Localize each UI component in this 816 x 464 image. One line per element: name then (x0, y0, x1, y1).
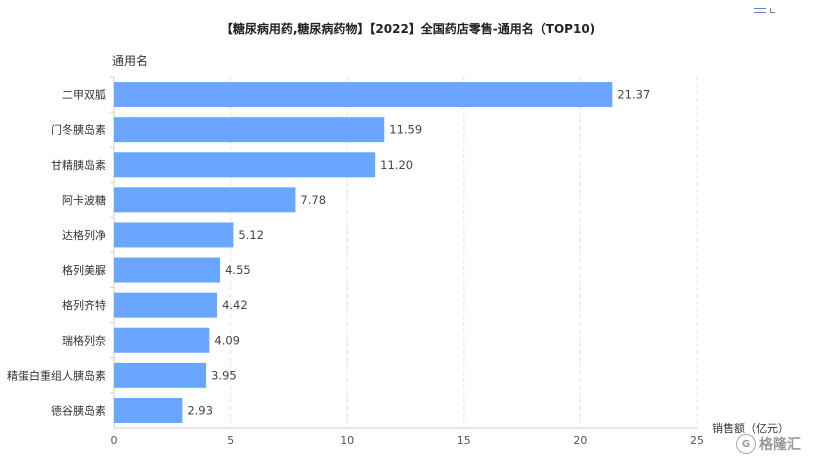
bar-value-label: 11.20 (380, 158, 413, 172)
bar (114, 152, 376, 178)
y-tick-label: 二甲双胍 (62, 88, 106, 102)
bar (114, 82, 613, 108)
y-tick-label: 德谷胰岛素 (51, 403, 106, 417)
bar-value-label: 4.42 (222, 298, 248, 312)
bar-value-label: 5.12 (238, 228, 264, 242)
bar-value-label: 4.09 (214, 333, 240, 347)
watermark-text: 格隆汇 (759, 437, 801, 453)
x-tick-label: 10 (340, 434, 354, 447)
chart-title: 【糖尿病用药,糖尿病药物】【2022】全国药店零售-通用名（TOP10) (220, 22, 596, 36)
bar-value-label: 2.93 (187, 403, 213, 417)
x-tick-label: 0 (111, 434, 118, 447)
chart-toolbar[interactable] (754, 8, 775, 13)
bar (114, 187, 296, 213)
x-tick-label: 15 (457, 434, 471, 447)
y-tick-label: 精蛋白重组人胰岛素 (7, 368, 106, 382)
y-tick-label: 格列美脲 (62, 263, 106, 277)
watermark: G 格隆汇 (736, 434, 801, 454)
bar-value-label: 21.37 (617, 88, 650, 102)
y-tick-label: 门冬胰岛素 (51, 123, 106, 137)
y-tick-label: 达格列净 (62, 228, 106, 242)
bar (114, 327, 210, 353)
x-tick-label: 25 (690, 434, 704, 447)
bar-value-label: 7.78 (300, 193, 326, 207)
bar-value-label: 3.95 (211, 368, 237, 382)
x-tick-label: 5 (227, 434, 234, 447)
bar-value-label: 11.59 (389, 123, 422, 137)
y-tick-label: 阿卡波糖 (62, 193, 106, 207)
bar (114, 257, 221, 283)
x-axis-title: 销售额（亿元） (712, 422, 789, 435)
gelonghui-logo-icon: G (736, 434, 756, 454)
y-tick-label: 甘精胰岛素 (51, 158, 106, 172)
y-tick-label: 瑞格列奈 (62, 333, 106, 347)
y-tick-label: 格列齐特 (62, 298, 106, 312)
y-axis-title: 通用名 (112, 54, 149, 68)
corner-icon[interactable] (770, 8, 775, 13)
bar (114, 397, 183, 423)
bar (114, 222, 234, 248)
bar (114, 292, 218, 318)
bar (114, 117, 385, 143)
bar-value-label: 4.55 (225, 263, 251, 277)
data-view-icon[interactable] (754, 8, 766, 13)
bar (114, 362, 207, 388)
x-tick-label: 20 (573, 434, 587, 447)
